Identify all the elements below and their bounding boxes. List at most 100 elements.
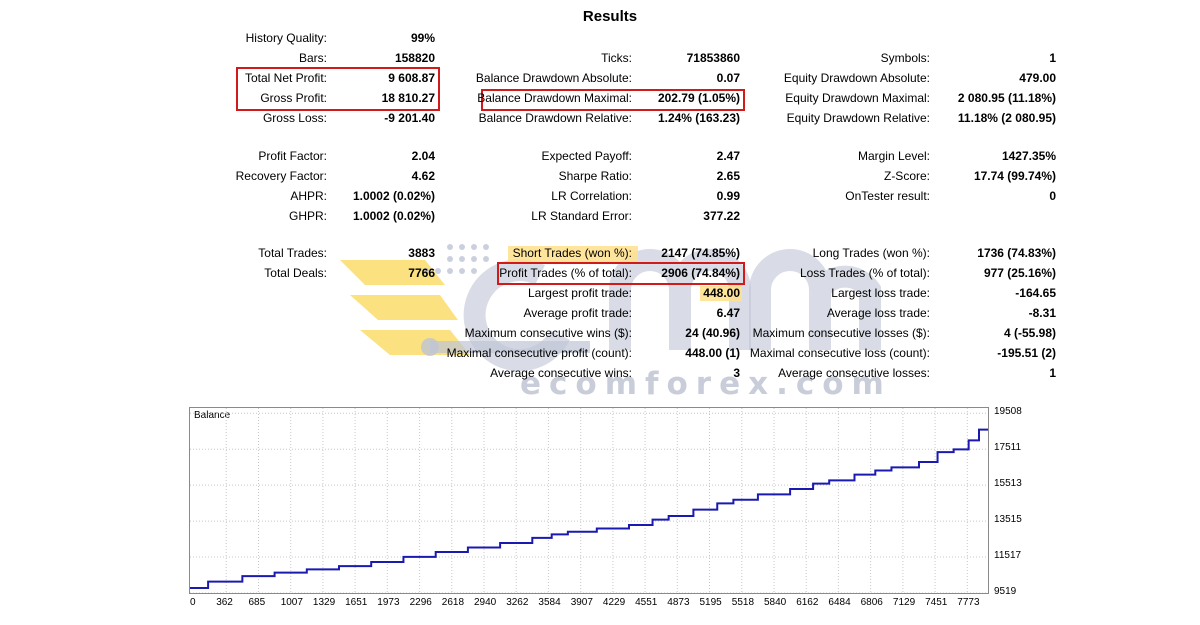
- balance-point: [987, 428, 988, 431]
- stat-value: 4 (-55.98): [1003, 326, 1056, 340]
- stat-value: 377.22: [703, 209, 740, 223]
- stat-label: Average consecutive wins:: [490, 366, 632, 380]
- stat-value: 1.0002 (0.02%): [352, 189, 435, 203]
- stat-value: 0: [1049, 189, 1056, 203]
- x-tick-label: 1651: [345, 597, 368, 608]
- stat-value: 1.24% (163.23): [657, 111, 740, 125]
- stat-value: 24 (40.96): [685, 326, 740, 340]
- stat-label: Ticks:: [601, 51, 632, 65]
- stat-label: Equity Drawdown Maximal:: [785, 91, 930, 105]
- stat-label: Maximal consecutive profit (count):: [446, 346, 632, 360]
- x-tick-label: 2940: [474, 597, 497, 608]
- stat-label: Average loss trade:: [826, 306, 930, 320]
- highlight-box-profit-trades: [497, 262, 745, 285]
- x-tick-label: 1329: [312, 597, 336, 608]
- stat-value: 2906 (74.84%): [661, 266, 740, 280]
- stat-value: 202.79 (1.05%): [657, 91, 740, 105]
- highlight-box-net-gross-profit: [236, 67, 440, 111]
- x-tick-label: 7129: [892, 597, 916, 608]
- stat-value: 0.07: [716, 71, 740, 85]
- x-tick-label: 685: [248, 597, 266, 608]
- balance-point: [419, 556, 421, 558]
- y-tick-label: 9519: [994, 586, 1017, 597]
- balance-point: [451, 551, 453, 553]
- balance-point: [659, 518, 661, 521]
- stat-value: 18 810.27: [381, 91, 435, 105]
- stat-label: Margin Level:: [857, 149, 930, 163]
- stat-value: 1.0002 (0.02%): [352, 209, 435, 223]
- balance-point: [879, 469, 881, 472]
- stat-value: 2 080.95 (11.18%): [957, 91, 1056, 105]
- stat-value: 0.99: [716, 189, 740, 203]
- balance-line: [190, 428, 988, 589]
- stat-label: Total Trades:: [258, 246, 327, 260]
- stat-value: 2.04: [411, 149, 435, 163]
- x-tick-label: 5195: [699, 597, 722, 608]
- stat-value: 977 (25.16%): [983, 266, 1056, 280]
- stat-label: Balance Drawdown Relative:: [478, 111, 632, 125]
- stat-label: OnTester result:: [845, 189, 930, 203]
- stat-label: Z-Score:: [883, 169, 930, 183]
- stat-value: 1: [1049, 51, 1056, 65]
- balance-point: [966, 448, 968, 450]
- stat-value: 2.65: [716, 169, 740, 183]
- stat-label: LR Correlation:: [551, 189, 632, 203]
- balance-chart-plot: [190, 408, 988, 593]
- stat-label: Average consecutive losses:: [778, 366, 930, 380]
- balance-point: [819, 482, 821, 485]
- stat-value: 6.47: [716, 306, 740, 320]
- balance-point: [724, 502, 726, 504]
- balance-point: [934, 461, 936, 463]
- stat-value: 2147 (74.85%): [661, 246, 740, 260]
- stat-label: Symbols:: [880, 51, 930, 65]
- x-tick-label: 6484: [828, 597, 851, 608]
- ecomforex-watermark-logo: [340, 244, 881, 372]
- stat-value: 1736 (74.83%): [977, 246, 1056, 260]
- balance-point: [939, 451, 941, 453]
- stat-value: 7766: [408, 266, 435, 280]
- stat-value: 99%: [410, 31, 435, 45]
- stat-value: -8.31: [1028, 306, 1056, 320]
- x-tick-label: 1973: [377, 597, 400, 608]
- stat-label: Gross Loss:: [262, 111, 327, 125]
- stat-value: -195.51 (2): [997, 346, 1056, 360]
- stat-label: GHPR:: [288, 209, 327, 223]
- x-tick-label: 0: [190, 597, 196, 608]
- balance-point: [969, 439, 971, 441]
- balance-chart: [189, 407, 989, 594]
- stat-value: 448.00: [703, 286, 740, 300]
- balance-point: [257, 575, 260, 577]
- balance-point: [225, 581, 227, 583]
- balance-point: [805, 488, 807, 490]
- stat-value: 448.00 (1): [685, 346, 740, 360]
- stat-value: 4.62: [411, 169, 435, 183]
- balance-point: [644, 524, 646, 526]
- balance-point: [483, 546, 485, 549]
- stat-label: Profit Trades (% of total):: [499, 266, 632, 280]
- balance-point: [322, 568, 324, 571]
- stat-label: AHPR:: [290, 189, 327, 203]
- page-title: Results: [582, 8, 638, 25]
- x-tick-label: 3584: [538, 597, 561, 608]
- stat-label: History Quality:: [245, 31, 327, 45]
- stat-label: Maximum consecutive losses ($):: [752, 326, 930, 340]
- stat-label: Largest loss trade:: [831, 286, 930, 300]
- stat-value: 71853860: [686, 51, 740, 65]
- highlight-marker: [700, 286, 742, 301]
- x-tick-label: 4551: [635, 597, 658, 608]
- watermark-text: ecomforex.com: [520, 366, 892, 402]
- balance-point: [547, 537, 549, 539]
- x-tick-label: 4229: [602, 597, 626, 608]
- balance-point: [386, 561, 388, 563]
- x-tick-label: 3907: [570, 597, 593, 608]
- stat-label: Expected Payoff:: [541, 149, 632, 163]
- stat-value: -9 201.40: [384, 111, 435, 125]
- balance-point: [773, 493, 775, 495]
- balance-point: [837, 479, 840, 481]
- stat-value: 9 608.87: [388, 71, 435, 85]
- stat-label: Bars:: [298, 51, 327, 65]
- x-tick-label: 362: [216, 597, 233, 608]
- y-tick-label: 17511: [994, 442, 1022, 454]
- stat-label: Maximum consecutive wins ($):: [464, 326, 632, 340]
- stat-label: Maximal consecutive loss (count):: [749, 346, 930, 360]
